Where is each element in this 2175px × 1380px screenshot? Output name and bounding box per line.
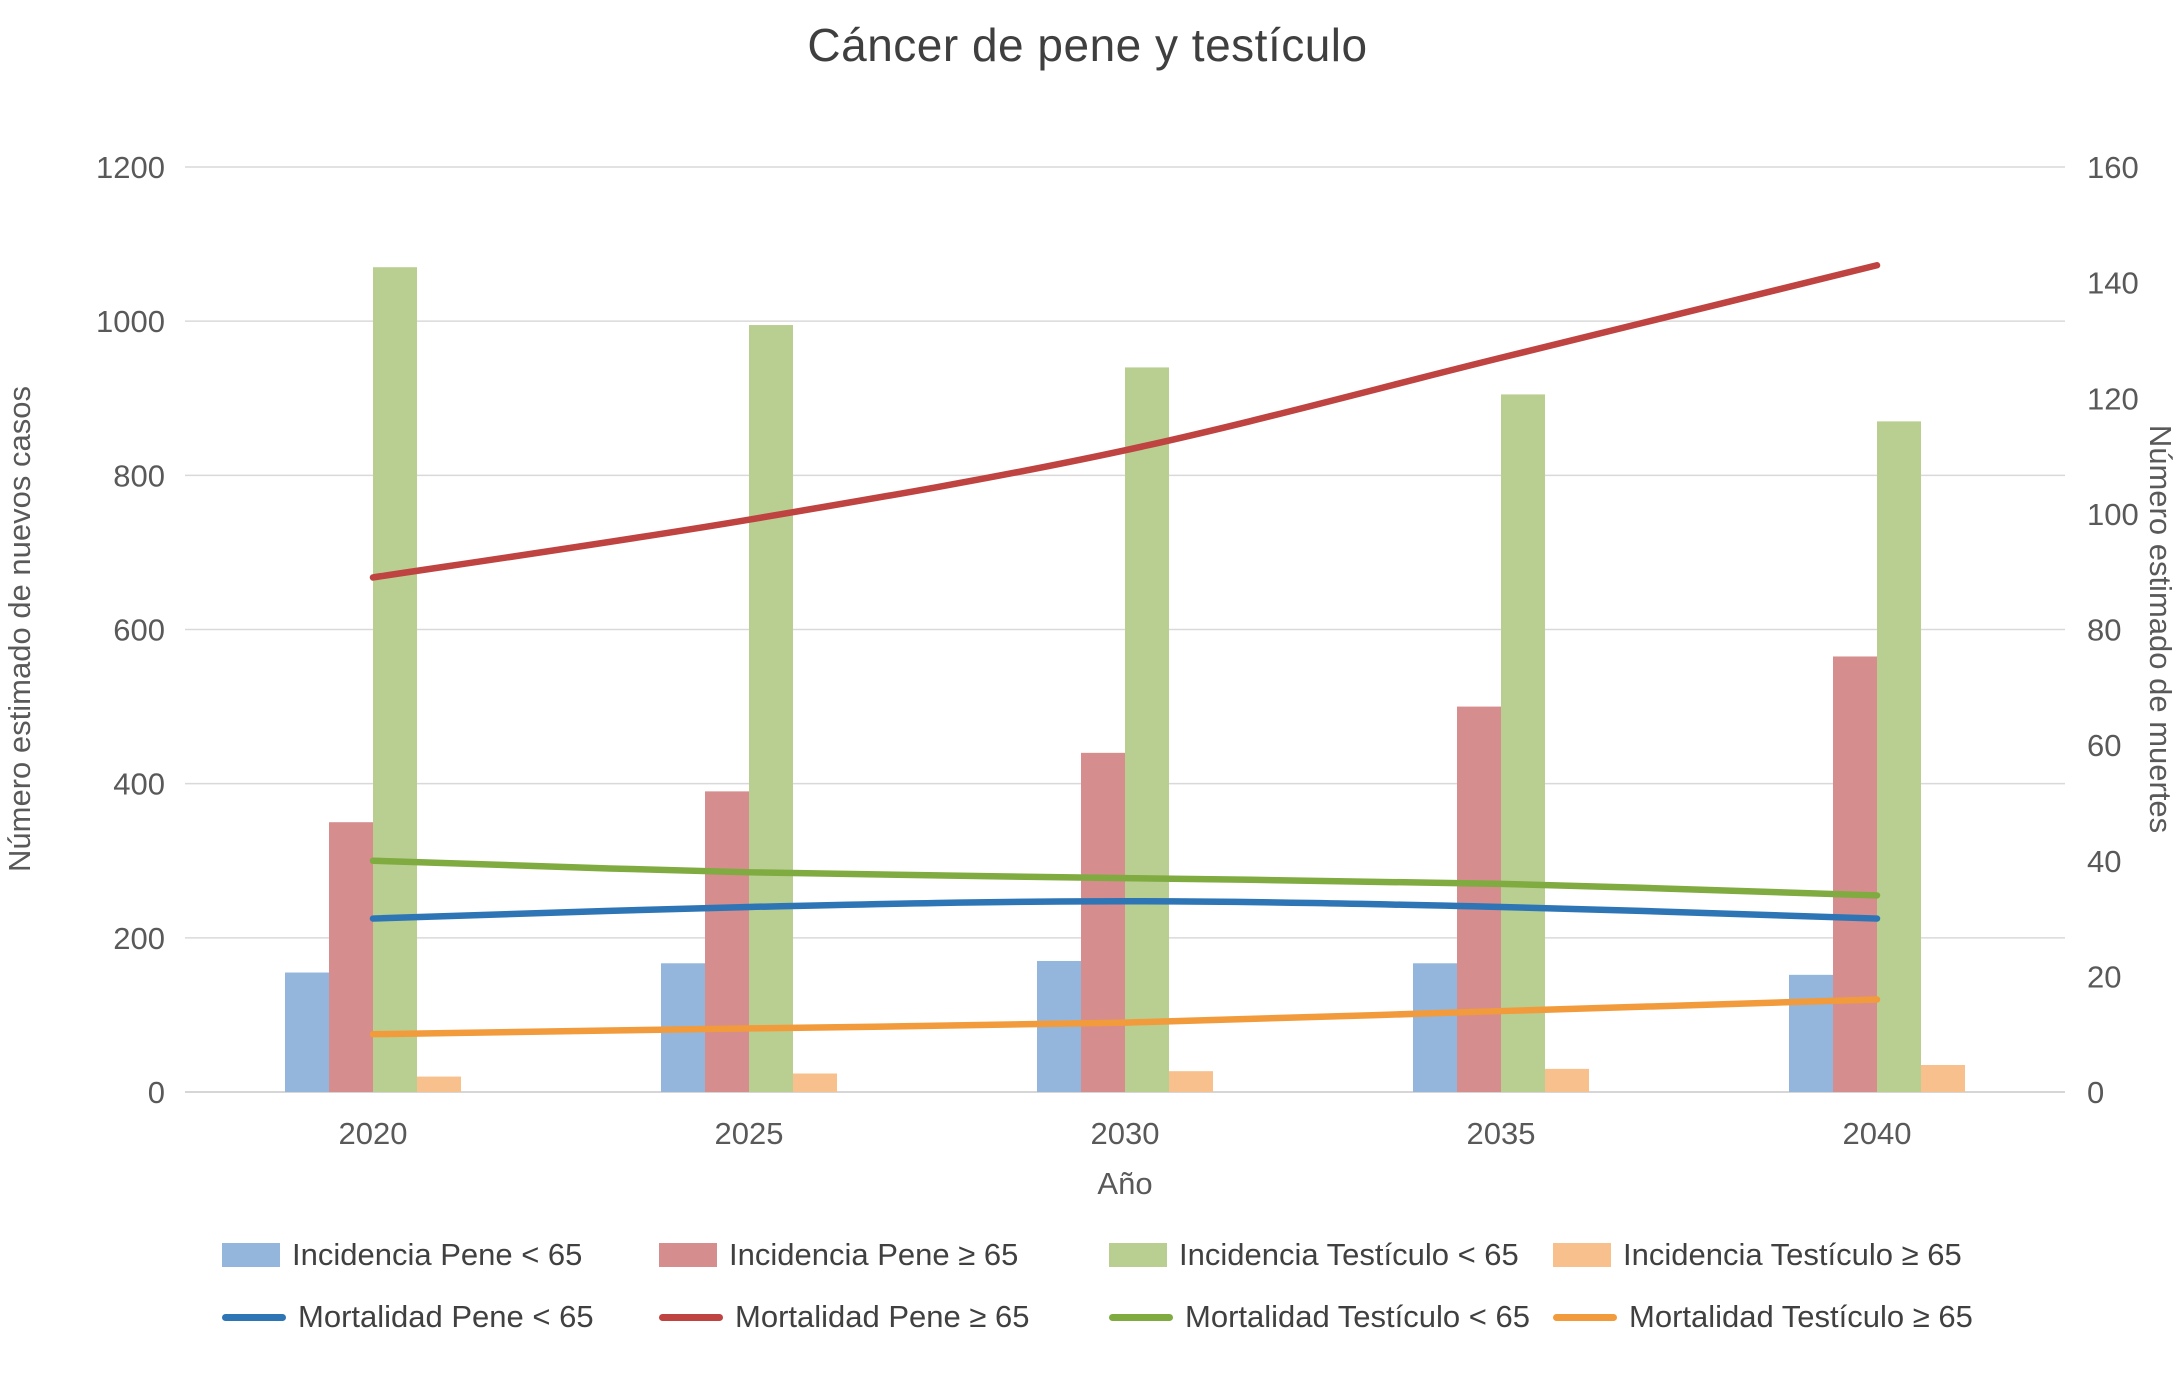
bar [1413,963,1457,1092]
right-axis-title: Número estimado de muertes [2143,425,2175,833]
bar [329,822,373,1092]
left-axis-tick-label: 400 [113,767,165,802]
bar [417,1076,461,1092]
bar [793,1073,837,1092]
line-path [369,857,1881,899]
legend-item: Incidencia Pene ≥ 65 [659,1237,1109,1273]
legend-swatch [659,1313,723,1321]
right-axis-tick-label: 20 [2087,959,2121,994]
right-axis-tick-label: 120 [2087,381,2139,416]
legend-swatch [659,1243,717,1267]
x-axis-tick-label: 2030 [1091,1116,1160,1151]
x-axis-tick-label: 2035 [1467,1116,1536,1151]
legend-swatch [1109,1313,1173,1321]
bar [1833,656,1877,1092]
bar [1457,706,1501,1092]
chart-title: Cáncer de pene y testículo [807,19,1368,71]
bar [749,325,793,1092]
legend-swatch [1109,1243,1167,1267]
right-axis-tick-label: 60 [2087,728,2121,763]
bar [1125,367,1169,1093]
right-axis-tick-label: 80 [2087,613,2121,648]
legend-swatch [222,1313,286,1321]
x-axis-tick-label: 2020 [339,1116,408,1151]
bar [1545,1068,1589,1092]
axis-ticks: 0200400600800100012000204060801001201401… [96,150,2139,1151]
legend-item: Incidencia Pene < 65 [222,1237,659,1273]
left-axis-tick-label: 600 [113,613,165,648]
legend-label: Incidencia Pene ≥ 65 [729,1237,1019,1272]
legend-label: Incidencia Testículo ≥ 65 [1623,1237,1962,1272]
legend-item: Mortalidad Pene ≥ 65 [659,1299,1109,1335]
legend-label: Incidencia Pene < 65 [292,1237,583,1272]
legend-label: Mortalidad Pene < 65 [298,1299,594,1334]
x-axis-title: Año [1097,1166,1152,1201]
legend-label: Mortalidad Testículo < 65 [1185,1299,1530,1334]
legend-item: Incidencia Testículo ≥ 65 [1553,1237,2175,1273]
right-axis-tick-label: 0 [2087,1075,2104,1110]
line-series-layer [369,262,1881,1038]
bar [1081,752,1125,1092]
chart-legend: Incidencia Pene < 65 Incidencia Pene ≥ 65… [222,1224,2175,1348]
line-path [369,897,1881,922]
right-axis-tick-label: 160 [2087,150,2139,185]
legend-swatch [1553,1313,1617,1321]
bar [705,791,749,1092]
bar-series-layer [285,267,1965,1093]
left-axis-tick-label: 0 [148,1075,165,1110]
line-path [369,262,1881,581]
legend-item: Mortalidad Testículo < 65 [1109,1299,1553,1335]
legend-item: Mortalidad Pene < 65 [222,1299,659,1335]
left-axis-title: Número estimado de nuevos casos [2,386,37,872]
chart-plot: 0200400600800100012000204060801001201401… [2,150,2175,1201]
bar [373,267,417,1092]
legend-label: Mortalidad Testículo ≥ 65 [1629,1299,1973,1334]
bar [1169,1071,1213,1092]
legend-swatch [1553,1243,1611,1267]
bar [1921,1065,1965,1092]
bar [1501,394,1545,1092]
right-axis-tick-label: 140 [2087,266,2139,301]
legend-item: Incidencia Testículo < 65 [1109,1237,1553,1273]
line-path [369,996,1881,1038]
left-axis-tick-label: 800 [113,458,165,493]
left-axis-tick-label: 1200 [96,150,165,185]
right-axis-tick-label: 40 [2087,844,2121,879]
legend-row: Incidencia Pene < 65 Incidencia Pene ≥ 65… [222,1224,2175,1286]
legend-label: Mortalidad Pene ≥ 65 [735,1299,1030,1334]
bar [1877,421,1921,1092]
legend-swatch [222,1243,280,1267]
bar [285,972,329,1092]
left-axis-tick-label: 1000 [96,304,165,339]
x-axis-tick-label: 2040 [1843,1116,1912,1151]
right-axis-tick-label: 100 [2087,497,2139,532]
legend-item: Mortalidad Testículo ≥ 65 [1553,1299,2175,1335]
x-axis-tick-label: 2025 [715,1116,784,1151]
left-axis-tick-label: 200 [113,921,165,956]
legend-label: Incidencia Testículo < 65 [1179,1237,1519,1272]
bar [1789,974,1833,1092]
legend-row: Mortalidad Pene < 65 Mortalidad Pene ≥ 65… [222,1286,2175,1348]
